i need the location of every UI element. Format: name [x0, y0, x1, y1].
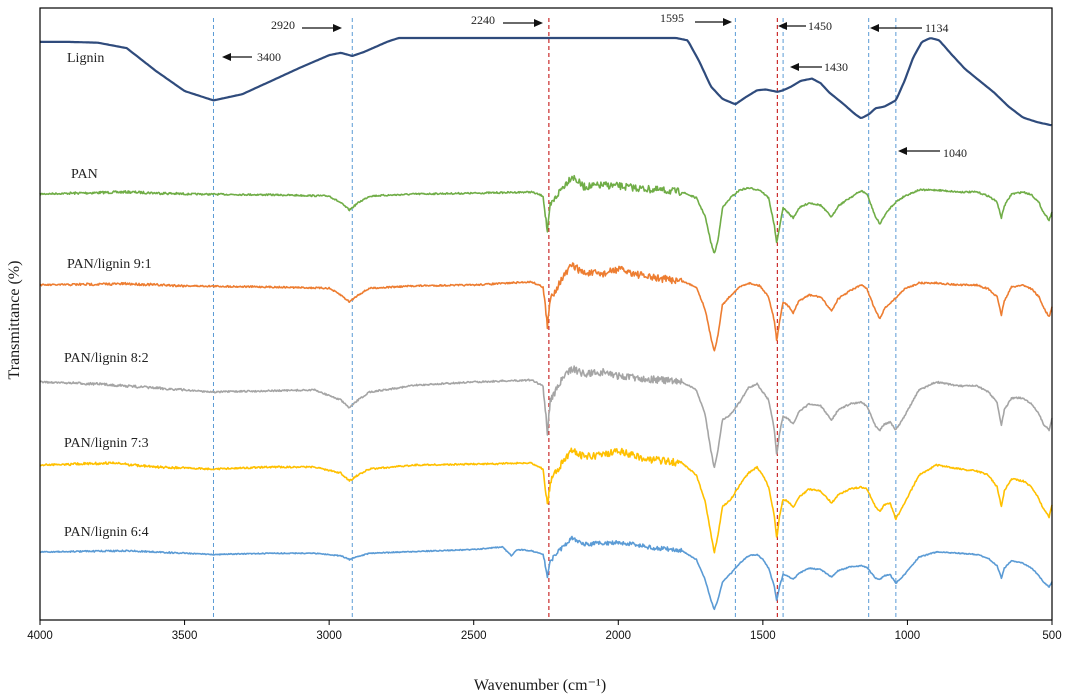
annotation-arrowhead-1134 [870, 24, 879, 32]
series-label-pan-lignin-8-2: PAN/lignin 8:2 [64, 351, 149, 366]
series-line-pan-lignin-9-1 [39, 262, 1053, 352]
annotation-label-2240: 2240 [471, 13, 495, 27]
series-line-pan-lignin-7-3 [39, 447, 1053, 554]
annotation-label-1450: 1450 [808, 19, 832, 33]
annotation-1040: 1040 [898, 146, 967, 160]
annotation-1450: 1450 [778, 19, 832, 33]
annotation-2920: 2920 [271, 18, 342, 32]
annotation-2240: 2240 [471, 13, 543, 27]
spectra-series: Lignin PAN PAN/lignin 9:1 PAN/lignin 8:2 PAN… [39, 36, 1053, 611]
series-line-pan-lignin-8-2 [39, 365, 1053, 469]
x-tick-label-3000: 3000 [316, 630, 342, 642]
annotation-label-1040: 1040 [943, 146, 967, 160]
series-label-pan-lignin-7-3: PAN/lignin 7:3 [64, 436, 149, 451]
series-line-pan [39, 174, 1053, 254]
annotation-label-1430: 1430 [824, 60, 848, 74]
annotation-label-1595: 1595 [660, 11, 684, 25]
annotation-arrowhead-2920 [333, 24, 342, 32]
annotation-1134: 1134 [870, 21, 949, 35]
annotation-1430: 1430 [790, 60, 848, 74]
series-label-pan-lignin-6-4: PAN/lignin 6:4 [64, 525, 149, 540]
x-tick-label-1000: 1000 [895, 630, 921, 642]
annotation-label-3400: 3400 [257, 50, 281, 64]
x-tick-label-4000: 4000 [27, 630, 53, 642]
x-tick-label-1500: 1500 [750, 630, 776, 642]
peak-annotations: 3400 2920 2240 1595 1450 1430 1134 1040 [222, 11, 967, 160]
annotation-arrowhead-1430 [790, 63, 799, 71]
series-line-pan-lignin-6-4 [39, 535, 1053, 611]
reference-lines [212, 18, 897, 618]
annotation-arrowhead-1595 [723, 18, 732, 26]
annotation-arrowhead-1040 [898, 147, 907, 155]
annotation-arrowhead-3400 [222, 53, 231, 61]
annotation-label-2920: 2920 [271, 18, 295, 32]
series-line-lignin [40, 36, 1052, 127]
annotation-arrowhead-1450 [778, 22, 787, 30]
x-tick-label-2000: 2000 [605, 630, 631, 642]
series-label-pan-lignin-9-1: PAN/lignin 9:1 [67, 257, 152, 272]
x-tick-label-3500: 3500 [172, 630, 198, 642]
x-axis: 4000 3500 3000 2500 2000 1500 1000 500 [27, 620, 1062, 642]
annotation-1595: 1595 [660, 11, 732, 26]
plot-frame [39, 7, 1053, 621]
series-label-pan: PAN [71, 167, 98, 182]
annotation-3400: 3400 [222, 50, 281, 64]
y-axis-title: Transmittance (%) [6, 261, 23, 380]
annotation-arrowhead-2240 [534, 19, 543, 27]
x-tick-label-500: 500 [1042, 630, 1061, 642]
series-label-lignin: Lignin [67, 51, 104, 66]
x-tick-label-2500: 2500 [461, 630, 487, 642]
x-axis-title: Wavenumber (cm⁻¹) [474, 677, 606, 694]
annotation-label-1134: 1134 [925, 21, 949, 35]
